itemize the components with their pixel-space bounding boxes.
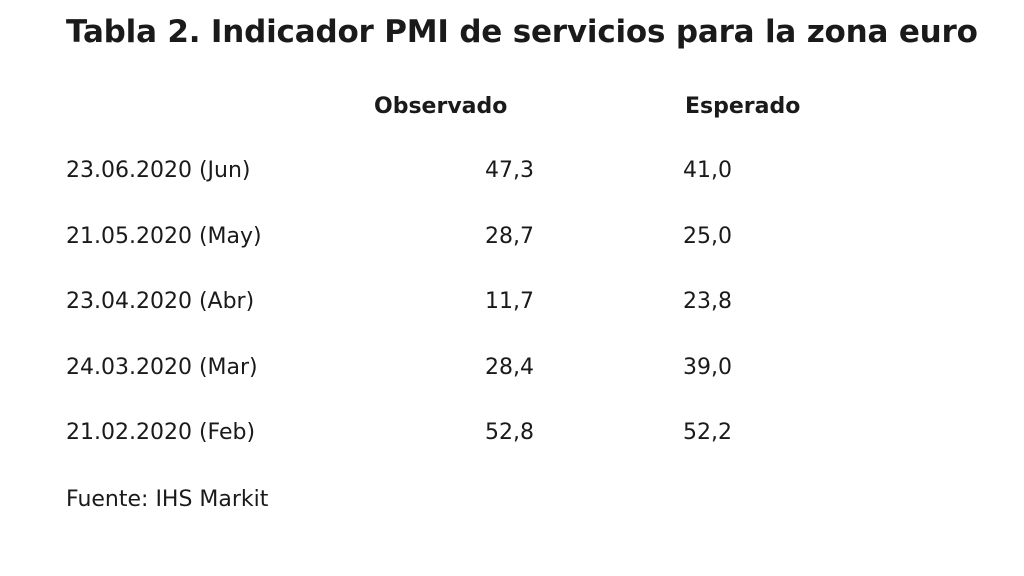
table-cell-observado: 52,8 xyxy=(485,420,534,445)
table-row-date: 21.02.2020 (Feb) xyxy=(66,420,256,445)
table-row-date: 21.05.2020 (May) xyxy=(66,224,262,249)
table-cell-observado: 11,7 xyxy=(485,289,534,314)
table-row-date: 23.04.2020 (Abr) xyxy=(66,289,255,314)
table-title: Tabla 2. Indicador PMI de servicios para… xyxy=(66,14,978,50)
table-cell-esperado: 41,0 xyxy=(683,158,732,183)
table-cell-observado: 47,3 xyxy=(485,158,534,183)
table-cell-esperado: 39,0 xyxy=(683,355,732,380)
table-cell-esperado: 23,8 xyxy=(683,289,732,314)
column-header-esperado: Esperado xyxy=(685,94,801,119)
table-cell-esperado: 52,2 xyxy=(683,420,732,445)
table-cell-esperado: 25,0 xyxy=(683,224,732,249)
table-cell-observado: 28,4 xyxy=(485,355,534,380)
table-cell-observado: 28,7 xyxy=(485,224,534,249)
table-row-date: 24.03.2020 (Mar) xyxy=(66,355,258,380)
table-row-date: 23.06.2020 (Jun) xyxy=(66,158,251,183)
source-note: Fuente: IHS Markit xyxy=(66,487,269,512)
column-header-observado: Observado xyxy=(374,94,508,119)
